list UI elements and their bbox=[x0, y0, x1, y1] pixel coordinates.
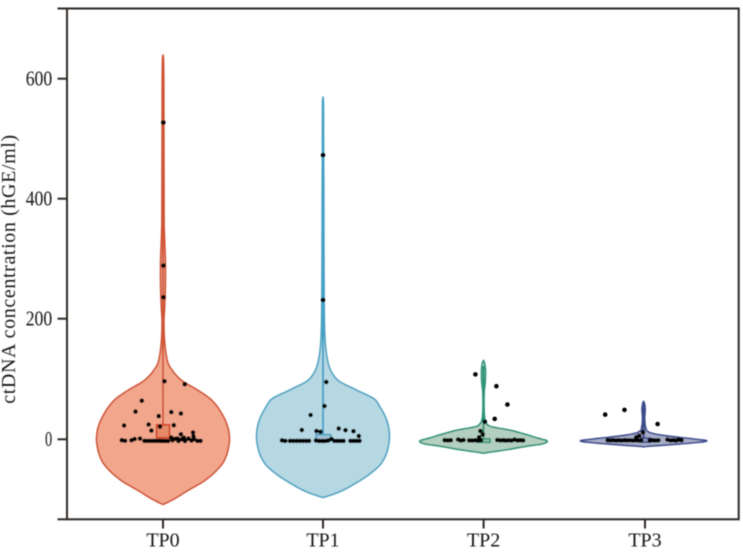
svg-text:TP3: TP3 bbox=[628, 530, 661, 552]
svg-text:200: 200 bbox=[26, 307, 53, 331]
svg-text:TP0: TP0 bbox=[146, 530, 179, 552]
svg-text:400: 400 bbox=[26, 187, 53, 211]
svg-text:0: 0 bbox=[45, 427, 52, 451]
svg-text:TP2: TP2 bbox=[467, 530, 500, 552]
svg-text:TP1: TP1 bbox=[306, 530, 339, 552]
svg-text:ctDNA concentration (hGE/ml): ctDNA concentration (hGE/ml) bbox=[0, 134, 20, 404]
svg-text:600: 600 bbox=[26, 67, 53, 91]
